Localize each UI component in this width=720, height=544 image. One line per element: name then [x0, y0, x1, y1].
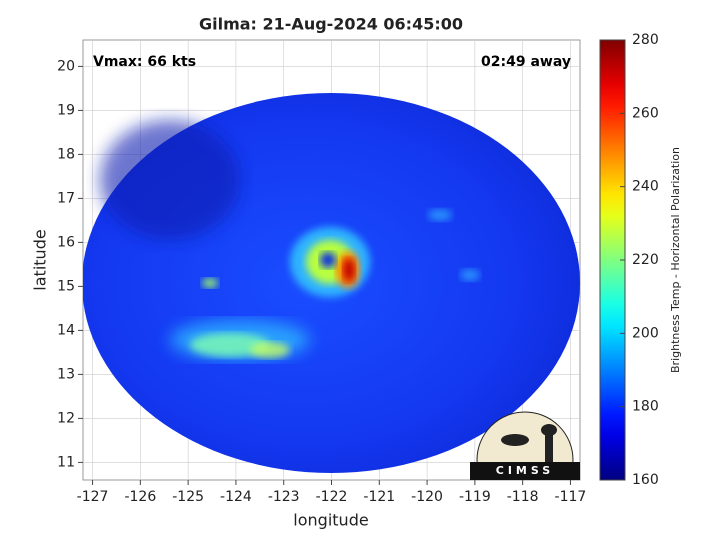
colorbar-tick-label: 180: [632, 399, 659, 415]
x-tick-label: -123: [268, 489, 300, 505]
vmax-annotation: Vmax: 66 kts: [93, 54, 196, 70]
y-tick-label: 16: [57, 234, 75, 250]
logo-text: CIMSS: [496, 464, 554, 477]
x-tick-label: -121: [363, 489, 395, 505]
colorbar-tick-label: 200: [632, 325, 659, 341]
y-axis-label: latitude: [31, 229, 50, 290]
y-tick-label: 20: [57, 58, 75, 74]
x-tick-label: -120: [411, 489, 443, 505]
x-tick-label: -125: [172, 489, 204, 505]
colorbar-label: Brightness Temp - Horizontal Polarizatio…: [669, 147, 682, 373]
x-tick-label: -119: [459, 489, 491, 505]
y-tick-label: 18: [57, 146, 75, 162]
time-annotation: 02:49 away: [481, 54, 571, 70]
y-tick-label: 14: [57, 322, 75, 338]
y-tick-label: 15: [57, 278, 75, 294]
x-tick-label: -117: [555, 489, 587, 505]
x-axis-label: longitude: [293, 511, 368, 530]
x-tick-label: -124: [220, 489, 252, 505]
x-tick-label: -122: [316, 489, 348, 505]
y-tick-label: 12: [57, 410, 75, 426]
y-tick-label: 17: [57, 190, 75, 206]
colorbar-tick-label: 260: [632, 105, 659, 121]
y-tick-label: 19: [57, 102, 75, 118]
satellite-image: [83, 93, 580, 473]
colorbar-tick-label: 280: [632, 32, 659, 48]
x-tick-label: -127: [77, 489, 109, 505]
title: Gilma: 21-Aug-2024 06:45:00: [199, 15, 463, 34]
x-tick-label: -118: [507, 489, 539, 505]
logo: CIMSS: [470, 411, 580, 480]
y-tick-label: 11: [57, 454, 75, 470]
y-tick-label: 13: [57, 366, 75, 382]
colorbar-tick-label: 220: [632, 252, 659, 268]
colorbar-tick-label: 160: [632, 472, 659, 488]
x-tick-label: -126: [124, 489, 156, 505]
colorbar-tick-label: 240: [632, 179, 659, 195]
